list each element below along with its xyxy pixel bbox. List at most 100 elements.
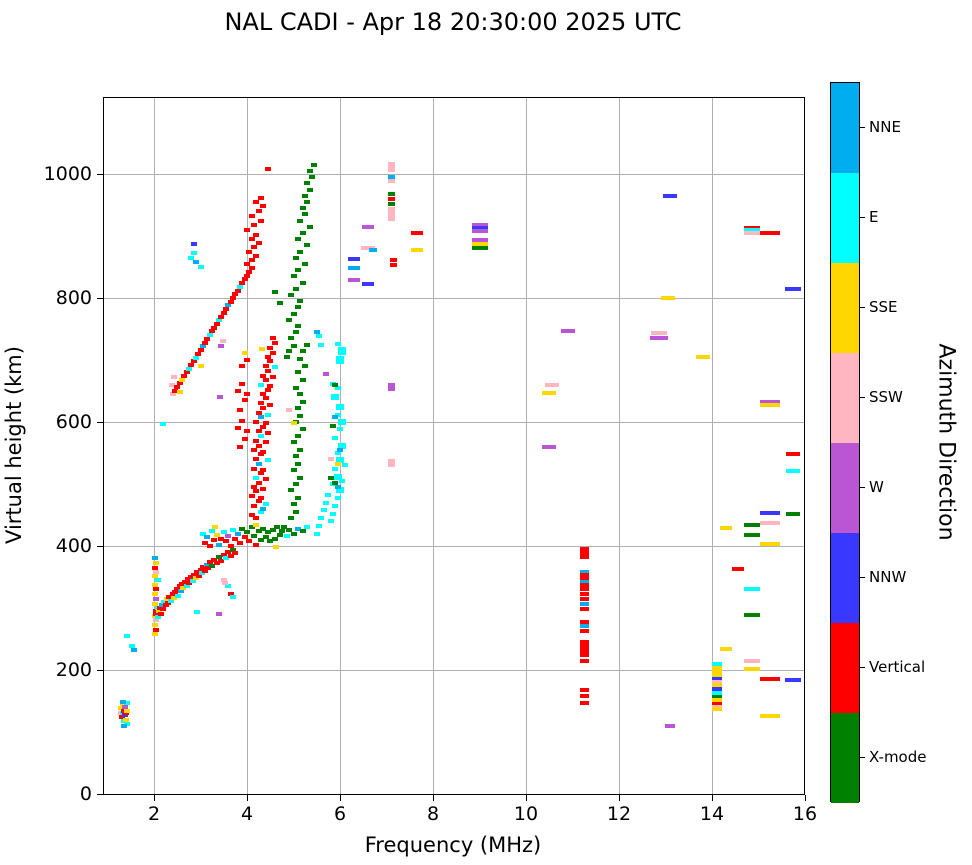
echo-point-v [213, 561, 220, 566]
echo-point-p [387, 207, 395, 216]
echo-point-x [292, 286, 299, 291]
echo-point-v [253, 489, 260, 494]
echo-point-v [248, 266, 255, 271]
echo-point-p [743, 230, 760, 235]
gridline-vertical [526, 98, 527, 794]
echo-point-x [743, 522, 760, 527]
echo-point-e [316, 524, 323, 529]
echo-point-v [760, 677, 781, 682]
echo-point-n [119, 700, 126, 705]
colorbar-axis-label: Azimuth Direction [933, 343, 959, 541]
echo-point-v [257, 470, 264, 475]
echo-point-v [246, 539, 253, 544]
echo-point-s [170, 596, 177, 601]
echo-point-w [387, 382, 395, 387]
echo-point-v [250, 503, 257, 508]
y-axis-label: Virtual height (km) [2, 346, 26, 544]
echo-point-e [253, 475, 260, 480]
echo-point-x [285, 527, 292, 532]
echo-point-x [387, 201, 395, 206]
echo-point-x [295, 433, 302, 438]
echo-point-s [180, 586, 187, 591]
echo-point-s [760, 542, 781, 547]
colorbar-tick [860, 127, 865, 128]
echo-point-v [253, 199, 260, 204]
echo-point-x [288, 292, 295, 297]
echo-point-s [760, 403, 781, 408]
gridline-horizontal [104, 298, 804, 299]
echo-point-v [244, 227, 250, 232]
echo-point-x [295, 462, 302, 467]
echo-point-x [248, 525, 255, 530]
echo-point-v [250, 485, 257, 490]
echo-point-x [278, 529, 285, 534]
echo-point-s [253, 522, 260, 527]
echo-point-v [250, 466, 257, 471]
echo-point-n [579, 570, 589, 575]
echo-point-s [711, 707, 722, 712]
echo-point-e [325, 493, 332, 498]
echo-point-n [347, 266, 360, 271]
echo-point-v [262, 477, 269, 482]
colorbar-segment-Vertical [831, 623, 859, 713]
echo-point-w [649, 335, 668, 340]
echo-point-n [192, 260, 199, 265]
gridline-horizontal [104, 670, 804, 671]
echo-point-v [239, 381, 246, 386]
echo-point-v [230, 296, 237, 300]
echo-point-v [174, 385, 181, 390]
echo-point-v [190, 359, 197, 364]
echo-point-n [313, 330, 320, 335]
colorbar-segment-W [831, 443, 859, 533]
echo-point-v [579, 648, 589, 657]
echo-point-e [283, 534, 290, 539]
echo-point-v [204, 566, 211, 571]
echo-point-e [198, 571, 205, 576]
y-tick-label: 200 [55, 659, 92, 681]
echo-point-n [579, 579, 589, 584]
echo-point-v [248, 237, 255, 242]
echo-point-x [302, 212, 309, 217]
echo-point-e [711, 690, 722, 695]
echo-point-s [155, 609, 162, 614]
echo-point-e [230, 594, 237, 599]
echo-point-v [267, 384, 274, 389]
echo-point-v [579, 597, 589, 602]
echo-point-s [118, 706, 125, 711]
echo-point-x [295, 370, 302, 375]
echo-point-v [188, 575, 195, 579]
echo-point-e [123, 701, 130, 706]
echo-point-v [248, 513, 255, 517]
echo-point-v [579, 694, 589, 699]
echo-point-v [157, 612, 164, 617]
echo-point-x [711, 694, 722, 699]
y-tick-mark [97, 298, 103, 299]
echo-point-s [197, 364, 204, 369]
echo-point-x [292, 509, 299, 514]
echo-point-x [299, 348, 306, 353]
echo-point-s [711, 682, 722, 687]
echo-point-v [253, 457, 260, 462]
echo-point-v [218, 314, 225, 319]
echo-point-n [204, 534, 211, 539]
echo-point-s [760, 713, 781, 718]
echo-point-v [239, 418, 246, 423]
echo-point-x [299, 377, 306, 382]
echo-point-x [297, 218, 304, 223]
echo-point-w [542, 444, 557, 449]
echo-point-e [334, 412, 341, 417]
echo-point-v [244, 358, 250, 362]
colorbar-label-E: E [869, 208, 879, 226]
echo-point-s [334, 461, 341, 466]
echo-point-v [232, 292, 239, 297]
echo-point-n [216, 542, 223, 547]
echo-point-w [471, 229, 488, 234]
echo-point-x [743, 612, 760, 617]
echo-point-e [189, 578, 196, 583]
echo-point-v [218, 558, 225, 563]
echo-point-v [260, 373, 267, 378]
x-tick-label: 6 [333, 803, 347, 825]
echo-point-v [156, 606, 163, 610]
echo-point-v [184, 577, 191, 582]
echo-point-x [288, 516, 295, 521]
